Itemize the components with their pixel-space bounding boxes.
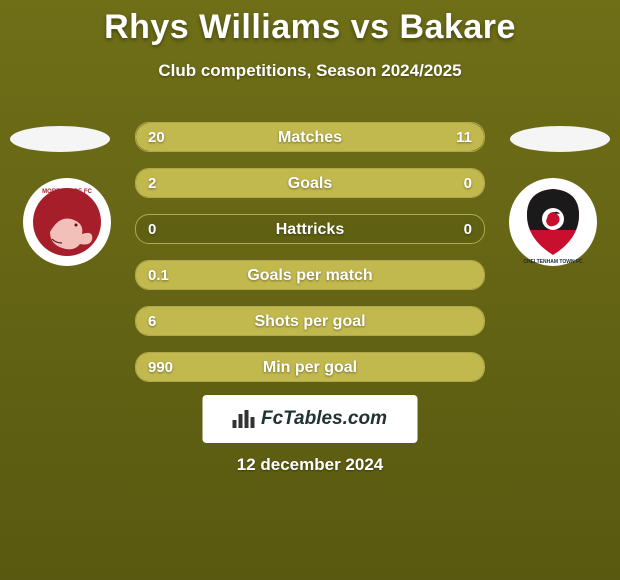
svg-text:CHELTENHAM TOWN FC: CHELTENHAM TOWN FC (523, 259, 583, 265)
stat-rows: 20Matches112Goals00Hattricks00.1Goals pe… (135, 122, 485, 382)
brand-label: FcTables.com (261, 408, 387, 430)
stat-row: 0Hattricks0 (135, 214, 485, 244)
stat-label: Goals (136, 169, 484, 197)
stat-label: Goals per match (136, 261, 484, 289)
stat-value-right: 0 (464, 215, 472, 243)
club-crest-right: CHELTENHAM TOWN FC (508, 177, 598, 267)
page-title: Rhys Williams vs Bakare (0, 0, 620, 47)
player-right-ellipse (510, 126, 610, 152)
stat-row: 6Shots per goal (135, 306, 485, 336)
stat-label: Shots per goal (136, 307, 484, 335)
stat-label: Matches (136, 123, 484, 151)
comparison-card: Rhys Williams vs Bakare Club competition… (0, 0, 620, 580)
stat-row: 20Matches11 (135, 122, 485, 152)
page-subtitle: Club competitions, Season 2024/2025 (0, 61, 620, 81)
club-crest-left: MORECAMBE FC (22, 177, 112, 267)
stat-label: Hattricks (136, 215, 484, 243)
date-label: 12 december 2024 (0, 455, 620, 475)
stat-label: Min per goal (136, 353, 484, 381)
stat-value-right: 11 (456, 123, 472, 151)
bar-chart-icon (233, 410, 255, 428)
stats-area: MORECAMBE FC CHELTENHAM TOWN FC 20Matche… (0, 122, 620, 398)
svg-text:MORECAMBE FC: MORECAMBE FC (42, 189, 92, 195)
stat-row: 0.1Goals per match (135, 260, 485, 290)
brand-badge: FcTables.com (203, 395, 418, 443)
stat-value-right: 0 (464, 169, 472, 197)
stat-row: 2Goals0 (135, 168, 485, 198)
player-left-ellipse (10, 126, 110, 152)
stat-row: 990Min per goal (135, 352, 485, 382)
